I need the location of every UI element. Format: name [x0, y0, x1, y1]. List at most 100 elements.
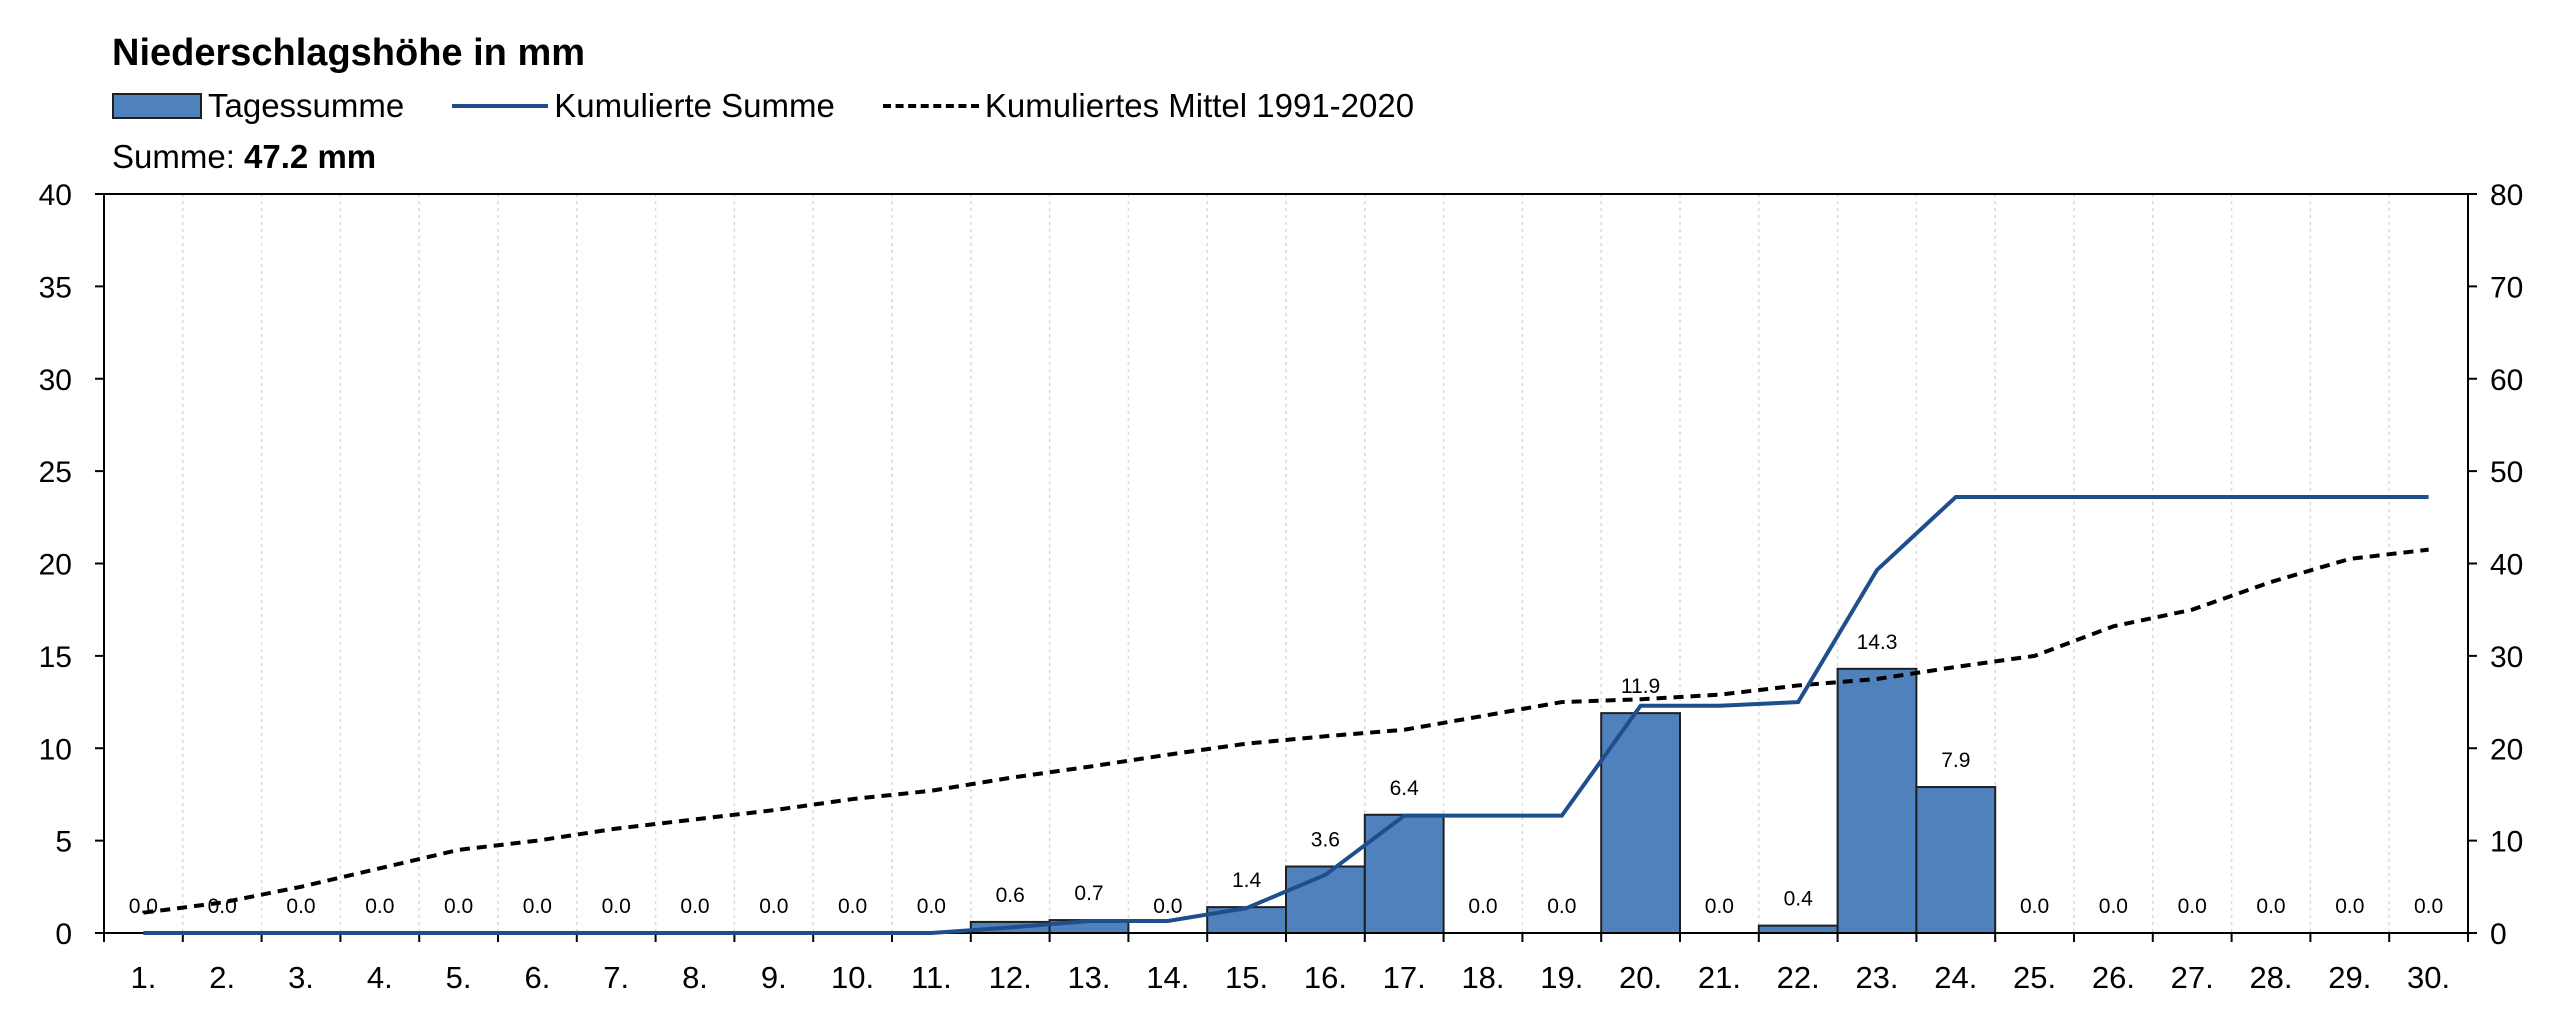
x-axis-tick-label: 11.: [911, 960, 952, 995]
bar-data-label: 0.0: [2020, 895, 2049, 918]
bar-data-label: 0.0: [2414, 895, 2443, 918]
right-axis-tick-label: 40: [2490, 549, 2523, 582]
bar-data-label: 0.0: [680, 895, 709, 918]
bar-data-label: 0.0: [2099, 895, 2128, 918]
legend-label-bars: Tagessumme: [208, 87, 405, 124]
bar-data-label: 3.6: [1311, 828, 1340, 851]
x-axis-tick-label: 6.: [524, 960, 550, 995]
bar: [1915, 786, 1997, 934]
bar-data-label: 0.0: [1153, 895, 1182, 918]
x-axis-tick-label: 13.: [1067, 960, 1110, 995]
bar-data-label: 0.0: [1705, 895, 1734, 918]
legend-item-cumulative: Kumulierte Summe: [452, 87, 835, 125]
left-axis-tick-label: 40: [39, 179, 72, 212]
x-axis-tick-label: 17.: [1383, 960, 1426, 995]
right-axis-tick-label: 70: [2490, 271, 2523, 304]
left-axis-tick-label: 5: [55, 826, 72, 859]
right-axis-tick-label: 60: [2490, 364, 2523, 397]
x-axis-tick-label: 21.: [1698, 960, 1741, 995]
legend-cumulative-swatch: [452, 104, 549, 108]
bar-data-label: 0.0: [208, 895, 237, 918]
legend-bar-swatch: [112, 93, 202, 119]
x-axis-tick-label: 3.: [288, 960, 314, 995]
x-axis-tick-label: 28.: [2249, 960, 2292, 995]
x-axis-tick-label: 20.: [1619, 960, 1662, 995]
bar-data-label: 14.3: [1857, 631, 1898, 654]
x-axis-tick-label: 27.: [2171, 960, 2214, 995]
bar: [1363, 813, 1445, 935]
left-axis-tick-label: 10: [39, 733, 72, 766]
right-axis-tick-label: 50: [2490, 456, 2523, 489]
x-axis-tick-label: 4.: [367, 960, 393, 995]
x-axis-tick-label: 30.: [2407, 960, 2450, 995]
bar-data-label: 0.0: [838, 895, 867, 918]
bar-data-label: 0.0: [759, 895, 788, 918]
x-axis-tick-label: 5.: [446, 960, 472, 995]
x-axis-tick-label: 10.: [831, 960, 874, 995]
bar-data-label: 0.6: [996, 884, 1025, 907]
x-axis-tick-label: 18.: [1461, 960, 1504, 995]
x-axis-tick-label: 1.: [130, 960, 156, 995]
x-axis-tick-label: 15.: [1225, 960, 1268, 995]
bar: [1757, 924, 1839, 934]
bar-data-label: 0.0: [523, 895, 552, 918]
bar-data-label: 0.7: [1074, 882, 1103, 905]
right-axis-tick-label: 20: [2490, 733, 2523, 766]
bar: [1600, 712, 1681, 935]
chart-title: Niederschlagshöhe in mm: [112, 32, 586, 74]
legend-item-bars: Tagessumme: [112, 87, 404, 125]
left-axis-tick-label: 35: [39, 271, 72, 304]
x-axis-tick-label: 26.: [2092, 960, 2135, 995]
x-axis-tick-label: 14.: [1146, 960, 1189, 995]
legend-label-cumulative: Kumulierte Summe: [554, 87, 835, 124]
bar-data-label: 11.9: [1621, 675, 1660, 698]
x-axis-tick-label: 29.: [2328, 960, 2371, 995]
x-axis-tick-label: 23.: [1855, 960, 1898, 995]
bar-data-label: 0.0: [365, 895, 394, 918]
left-axis-tick-label: 20: [39, 549, 72, 582]
right-axis-tick-label: 0: [2490, 918, 2507, 951]
bar-data-label: 0.0: [1468, 895, 1497, 918]
left-axis-tick-label: 15: [39, 641, 72, 674]
left-axis-tick-label: 25: [39, 456, 72, 489]
summary-value: 47.2 mm: [244, 138, 377, 175]
legend-label-mean: Kumuliertes Mittel 1991-2020: [984, 87, 1415, 124]
bar-data-label: 0.4: [1784, 888, 1814, 911]
x-axis-tick-label: 24.: [1934, 960, 1977, 995]
x-axis-tick-label: 12.: [989, 960, 1032, 995]
summary-label: Summe:: [112, 138, 235, 175]
bar-data-label: 0.0: [1547, 895, 1576, 918]
plot-frame: [103, 193, 2469, 934]
x-axis-tick-label: 25.: [2013, 960, 2056, 995]
left-axis-tick-label: 0: [55, 918, 72, 951]
legend-item-mean: Kumuliertes Mittel 1991-2020: [882, 87, 1415, 125]
bar-data-label: 0.0: [444, 895, 473, 918]
right-axis-tick-label: 30: [2490, 641, 2523, 674]
bar: [1836, 667, 1918, 934]
left-axis-tick-label: 30: [39, 364, 72, 397]
bar-data-label: 1.4: [1232, 869, 1262, 892]
bar-data-label: 0.0: [2256, 895, 2285, 918]
x-axis-tick-label: 16.: [1304, 960, 1347, 995]
x-axis-tick-label: 2.: [209, 960, 235, 995]
series-line-mean: [143, 547, 2429, 915]
x-axis-tick-label: 7.: [603, 960, 629, 995]
x-axis-tick-label: 9.: [761, 960, 787, 995]
bar-data-label: 0.0: [129, 895, 158, 918]
bar-data-label: 7.9: [1941, 749, 1970, 772]
right-axis-tick-label: 80: [2490, 179, 2523, 212]
bar-data-label: 6.4: [1390, 777, 1420, 800]
bar-data-label: 0.0: [917, 895, 946, 918]
x-axis-tick-label: 19.: [1540, 960, 1583, 995]
right-axis-tick-label: 10: [2490, 826, 2523, 859]
bar-data-label: 0.0: [286, 895, 315, 918]
bar-data-label: 0.0: [2178, 895, 2207, 918]
x-axis-tick-label: 8.: [682, 960, 708, 995]
series-line-cumulative: [143, 494, 2429, 935]
bar-data-label: 0.0: [602, 895, 631, 918]
legend-mean-swatch: [882, 104, 979, 108]
legend: Tagessumme Kumulierte Summe Kumuliertes …: [112, 86, 1462, 126]
bar-data-label: 0.0: [2335, 895, 2364, 918]
summary: Summe: 47.2 mm: [112, 138, 376, 176]
